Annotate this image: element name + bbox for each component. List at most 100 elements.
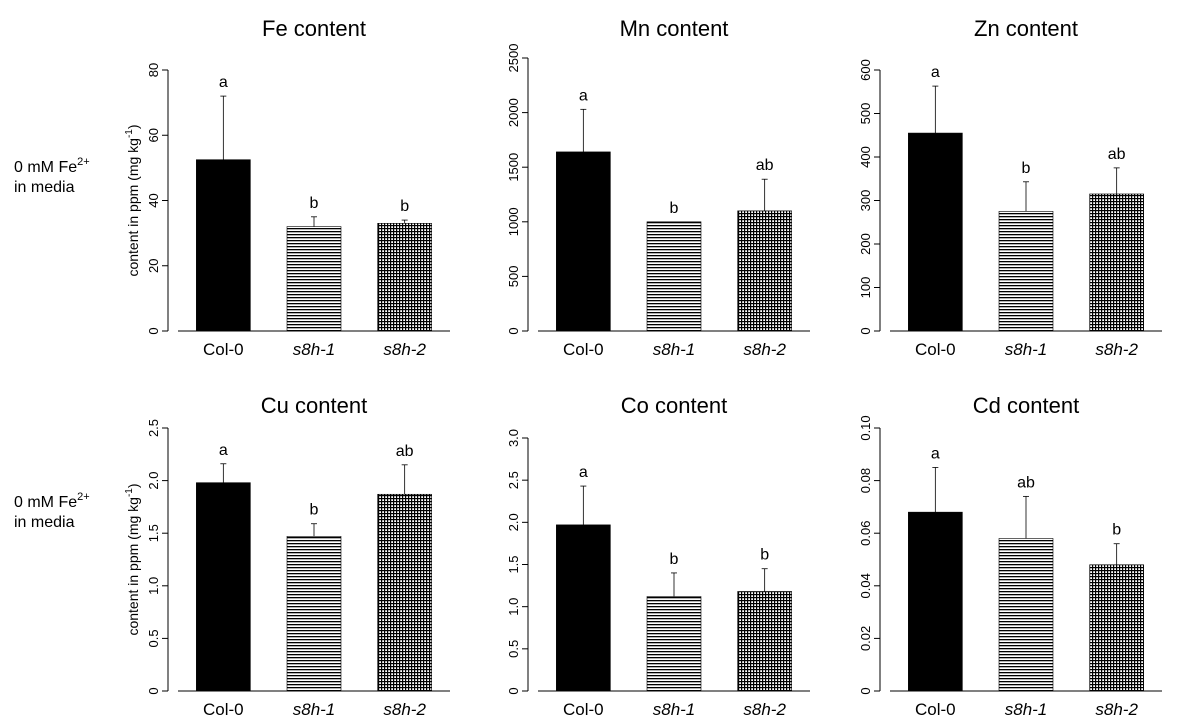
chart-title: Cu content (261, 393, 367, 418)
y-tick-label: 0.04 (858, 573, 873, 598)
bar (556, 524, 611, 692)
y-tick-label: 2.5 (146, 419, 161, 437)
significance-letter: b (310, 195, 319, 212)
row-label-bottom-line2: in media (14, 514, 75, 531)
bar (1089, 193, 1144, 332)
significance-letter: b (400, 198, 409, 215)
y-tick-label: 1000 (506, 207, 521, 236)
y-tick-label: 0.08 (858, 468, 873, 493)
category-label: s8h-2 (743, 700, 786, 719)
y-axis-title: content in ppm (mg kg-1) (124, 483, 141, 635)
significance-letter: a (219, 442, 228, 459)
chart-title: Co content (621, 393, 727, 418)
chart-title: Cd content (973, 393, 1079, 418)
category-label: s8h-1 (653, 700, 696, 719)
bar (286, 536, 342, 692)
y-tick-label: 0.5 (506, 640, 521, 658)
chart-title: Zn content (974, 16, 1078, 41)
row-label-top: 0 mM Fe2+ in media (14, 152, 90, 198)
y-tick-label: 0 (146, 687, 161, 694)
category-label: s8h-1 (1005, 340, 1048, 359)
significance-letter: ab (1017, 474, 1035, 491)
category-label: Col-0 (563, 700, 604, 719)
significance-letter: a (219, 74, 228, 91)
y-axis-title-main: content in ppm (mg kg (125, 497, 141, 636)
y-tick-label: 0.06 (858, 521, 873, 546)
significance-letter: b (1112, 522, 1121, 539)
y-tick-label: 1500 (506, 153, 521, 182)
y-tick-label: 1.0 (506, 598, 521, 616)
bar (908, 511, 963, 692)
chart-title: Fe content (262, 16, 366, 41)
y-tick-label: 400 (858, 146, 873, 168)
category-label: s8h-1 (293, 700, 336, 719)
bar (556, 151, 611, 332)
category-label: s8h-2 (383, 340, 426, 359)
significance-letter: ab (756, 157, 774, 174)
y-tick-label: 0.5 (146, 629, 161, 647)
significance-letter: a (579, 464, 588, 481)
y-tick-label: 200 (858, 233, 873, 255)
significance-letter: ab (1108, 146, 1126, 163)
row-label-top-sup: 2+ (77, 156, 90, 168)
category-label: s8h-1 (293, 340, 336, 359)
bar (377, 223, 432, 332)
bar (737, 210, 792, 332)
y-tick-label: 3.0 (506, 429, 521, 447)
y-tick-label: 0 (858, 687, 873, 694)
significance-letter: b (1022, 160, 1031, 177)
y-tick-label: 60 (146, 128, 161, 142)
row-label-top-line2: in media (14, 179, 75, 196)
y-axis-title: content in ppm (mg kg-1) (124, 124, 141, 276)
category-label: s8h-2 (743, 340, 786, 359)
bar (1089, 564, 1144, 692)
category-label: Col-0 (203, 340, 244, 359)
chart-title: Mn content (620, 16, 729, 41)
significance-letter: b (670, 551, 679, 568)
y-tick-label: 0.10 (858, 415, 873, 440)
y-tick-label: 0 (506, 327, 521, 334)
y-tick-label: 2500 (506, 44, 521, 73)
bar (646, 221, 702, 332)
category-label: s8h-1 (1005, 700, 1048, 719)
y-axis-title-end: ) (125, 124, 141, 129)
bar (196, 482, 251, 692)
y-tick-label: 500 (858, 103, 873, 125)
y-tick-label: 1.5 (506, 555, 521, 573)
category-label: Col-0 (203, 700, 244, 719)
y-axis-title-end: ) (125, 483, 141, 488)
category-label: Col-0 (915, 340, 956, 359)
category-label: s8h-2 (1095, 700, 1138, 719)
y-tick-label: 100 (858, 277, 873, 299)
category-label: s8h-2 (383, 700, 426, 719)
significance-letter: a (931, 64, 940, 81)
bar (908, 132, 963, 332)
category-label: Col-0 (915, 700, 956, 719)
y-tick-label: 1.0 (146, 577, 161, 595)
category-label: s8h-1 (653, 340, 696, 359)
y-tick-label: 500 (506, 266, 521, 288)
y-axis-title-sup: -1 (124, 129, 135, 138)
bar (737, 591, 792, 692)
bar (646, 596, 702, 692)
significance-letter: b (670, 200, 679, 217)
category-label: s8h-2 (1095, 340, 1138, 359)
y-tick-label: 300 (858, 190, 873, 212)
category-label: Col-0 (563, 340, 604, 359)
y-tick-label: 20 (146, 259, 161, 273)
significance-letter: b (310, 502, 319, 519)
y-tick-label: 80 (146, 63, 161, 77)
row-label-bottom-text: 0 mM Fe (14, 494, 78, 511)
y-tick-label: 2.5 (506, 471, 521, 489)
row-label-top-text: 0 mM Fe (14, 159, 78, 176)
row-label-bottom-sup: 2+ (77, 491, 90, 503)
y-axis-title-main: content in ppm (mg kg (125, 138, 141, 277)
y-tick-label: 0.02 (858, 626, 873, 651)
y-tick-label: 40 (146, 193, 161, 207)
y-tick-label: 0 (858, 327, 873, 334)
y-tick-label: 0 (506, 687, 521, 694)
y-tick-label: 0 (146, 327, 161, 334)
bar (286, 226, 342, 332)
y-tick-label: 2000 (506, 98, 521, 127)
